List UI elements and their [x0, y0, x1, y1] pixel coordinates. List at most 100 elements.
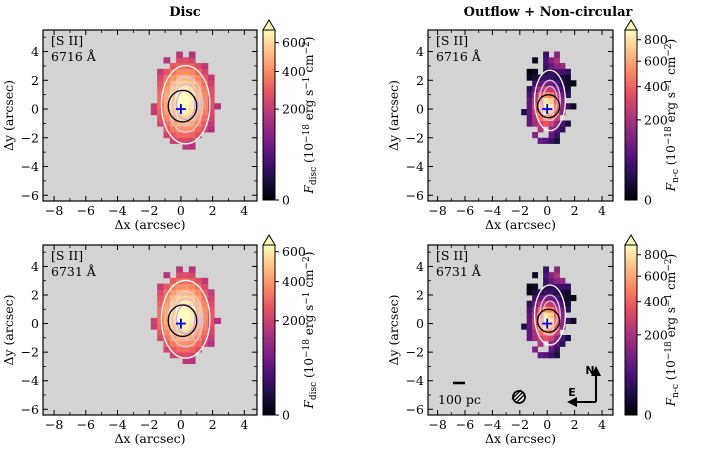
map-pixel [554, 114, 560, 121]
map-pixel [554, 63, 560, 70]
map-pixel [554, 132, 560, 139]
colorbar-label-part: F [664, 182, 678, 192]
colorbar-tick-label: 0 [282, 408, 290, 423]
x-axis-ticks: −8 −6 −4 −2 0 2 4 [45, 30, 248, 218]
map-pixel [169, 86, 177, 93]
contour-line [533, 69, 567, 132]
map-pixel [163, 335, 171, 342]
map-pixel [543, 103, 549, 110]
map-pixel [526, 114, 533, 121]
map-pixel [548, 323, 555, 330]
y-tick-label: −2 [21, 130, 39, 145]
map-pixel [554, 283, 560, 290]
map-pixel [195, 295, 202, 302]
line-label: [S II] [51, 33, 83, 48]
map-pixel [559, 63, 566, 70]
map-pixel [169, 132, 177, 139]
nucleus-marker [542, 104, 553, 115]
map-pixel [169, 352, 177, 359]
map-pixel [176, 283, 183, 290]
wavelength-label: 6731 Å [436, 264, 482, 279]
map-pixel [182, 300, 190, 307]
map-pixel [163, 86, 171, 93]
map-pixel [195, 63, 202, 70]
x-tick-label: 2 [209, 417, 217, 432]
map-pixel [201, 312, 209, 319]
map-pixel [163, 312, 171, 319]
y-axis-label: Δy (arcsec) [1, 294, 16, 365]
map-pixel [565, 317, 571, 324]
y-axis-ticks: −6 −4 −2 0 2 4 [21, 251, 257, 417]
axes-frame [427, 244, 614, 416]
map-pixel [543, 266, 549, 273]
map-pixel [532, 283, 539, 290]
map-pixel [188, 63, 196, 70]
map-pixel [548, 126, 555, 133]
map-pixel [176, 68, 183, 75]
map-pixel [548, 295, 555, 302]
colorbar-label-part: F [302, 184, 316, 194]
map-pixel [188, 277, 196, 284]
compass-east-label: E [568, 386, 576, 399]
map-pixel [176, 312, 183, 319]
compass-north-arrowhead [591, 366, 601, 376]
map-pixel [537, 300, 544, 307]
map-pixel [176, 329, 183, 336]
y-tick-label: −6 [406, 402, 424, 417]
map-pixel [548, 272, 555, 279]
colorbar-tick-label: 200 [282, 313, 306, 328]
map-pixel [188, 57, 196, 64]
y-axis-ticks: −6 −4 −2 0 2 4 [21, 36, 257, 203]
y-tick-label: 2 [31, 288, 39, 303]
map-pixel [201, 300, 209, 307]
map-pixel [188, 352, 196, 359]
map-pixel [201, 317, 209, 324]
map-pixel [157, 312, 164, 319]
colorbar-label-part: erg s [664, 92, 678, 126]
map-pixel [570, 317, 577, 324]
contour-lines [160, 64, 211, 145]
map-pixel [163, 317, 171, 324]
colorbar-label-part: ) [664, 39, 678, 44]
nucleus-marker [175, 104, 186, 115]
map-pixel [559, 340, 566, 347]
map-pixel [565, 68, 571, 75]
x-tick-label: −4 [483, 203, 501, 218]
map-pixel [526, 103, 533, 110]
map-pixel [543, 63, 549, 70]
map-pixel [526, 74, 533, 81]
map-pixel [188, 109, 196, 116]
map-pixel [526, 312, 533, 319]
map-pixel [543, 97, 549, 104]
colorbar-tick-label: 800 [644, 32, 668, 47]
nucleus-marker [542, 318, 553, 329]
map-pixel [532, 295, 539, 302]
map-pixel [543, 317, 549, 324]
map-pixel [526, 120, 533, 127]
map-pixel [188, 317, 196, 324]
colorbar-tick-label: 400 [644, 294, 668, 309]
y-tick-label: 0 [416, 316, 424, 331]
map-pixel [537, 86, 544, 93]
map-pixel [532, 272, 539, 279]
x-axis-label: Δx (arcsec) [114, 217, 185, 232]
contour-lines [160, 279, 211, 359]
map-pixel [188, 103, 196, 110]
map-pixel [543, 295, 549, 302]
colorbar-tick-label: 0 [282, 193, 290, 208]
map-pixel [207, 74, 215, 81]
map-pixel [188, 137, 196, 144]
contour-line-inner [536, 94, 561, 119]
map-pixel [195, 346, 202, 353]
map-pixel [201, 103, 209, 110]
map-pixel [163, 283, 171, 290]
colorbar-label-part: −1 [664, 294, 674, 307]
map-pixel [543, 120, 549, 127]
panel-disc-6716: Disc −8 −6 −4 −2 0 2 4 −6 −4 −2 0 2 4 Δx (arcsec) Δ… [1, 5, 319, 232]
colorbar-tick-label: 0 [644, 193, 652, 208]
map-pixel [559, 306, 566, 313]
map-pixel [176, 300, 183, 307]
map-pixel [565, 120, 571, 127]
map-pixel [559, 91, 566, 98]
colorbar-tick-label: 600 [282, 35, 306, 50]
